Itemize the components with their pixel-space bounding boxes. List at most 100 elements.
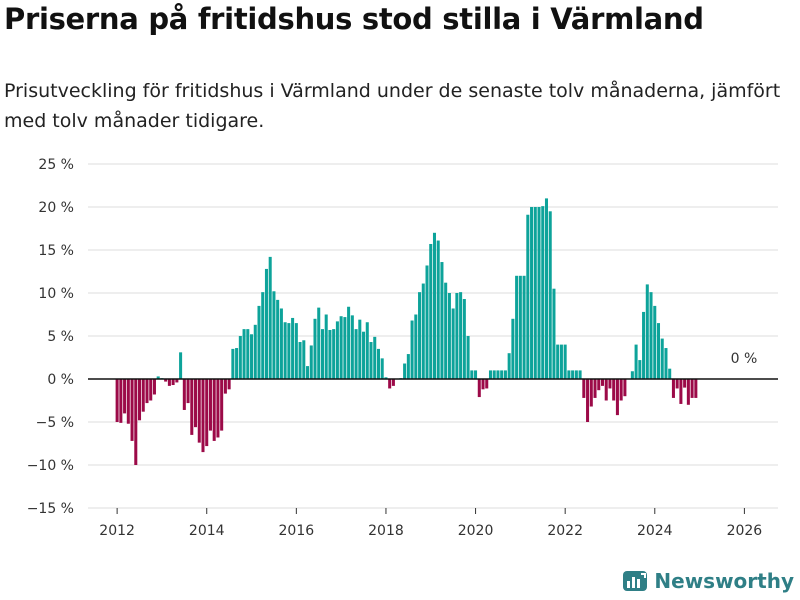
bar [317, 307, 321, 379]
bars [115, 198, 698, 465]
bar [462, 299, 466, 379]
bar [470, 370, 474, 379]
chart-subtitle: Prisutveckling för fritidshus i Värmland… [4, 80, 781, 132]
bar [552, 288, 556, 379]
bar [642, 311, 646, 379]
bar [630, 371, 634, 379]
bar [291, 317, 295, 379]
bar [623, 379, 627, 397]
bar [541, 206, 545, 379]
bar [164, 379, 168, 382]
bar [384, 377, 388, 379]
bar [604, 379, 608, 401]
bar [548, 211, 552, 379]
bar [362, 331, 366, 379]
bar [220, 379, 224, 431]
bar [250, 334, 254, 379]
bar [272, 291, 276, 379]
bar [683, 379, 687, 388]
bar [567, 370, 571, 379]
bar [675, 379, 679, 389]
bar [485, 379, 489, 389]
latest-value-annotation: 0 % [731, 351, 758, 367]
bar [432, 232, 436, 379]
bar [612, 379, 616, 401]
bar [496, 370, 500, 379]
bar [294, 323, 298, 379]
bar [406, 354, 410, 379]
bar [511, 318, 515, 379]
bar [276, 299, 280, 379]
bar [309, 345, 313, 379]
bar [246, 329, 250, 379]
bar [179, 352, 183, 379]
bar [261, 292, 265, 379]
x-axis-labels: 2012 2014 2016 2018 2020 2022 2024 2026 [99, 508, 762, 539]
bar [123, 379, 127, 414]
bar [328, 329, 332, 379]
bar [533, 207, 537, 379]
bar [668, 368, 672, 379]
y-tick-label: 10 % [38, 286, 74, 302]
newsworthy-logo-icon [623, 571, 648, 591]
bar [306, 366, 310, 379]
bar [287, 323, 291, 379]
bar [208, 379, 212, 431]
bar [440, 262, 444, 379]
bar [238, 336, 242, 379]
bar [597, 379, 601, 391]
bar [571, 370, 575, 379]
bar [518, 275, 522, 379]
bar [347, 306, 351, 379]
bar [421, 283, 425, 379]
bar [653, 305, 657, 379]
y-tick-label: −5 % [36, 415, 74, 431]
bar [429, 243, 433, 379]
bar [335, 321, 339, 379]
bar [638, 360, 642, 379]
bar [492, 370, 496, 379]
bar [167, 379, 171, 386]
bar [298, 342, 302, 379]
bar [447, 293, 451, 379]
bar [253, 324, 257, 379]
bar [466, 336, 470, 379]
bar [474, 370, 478, 379]
bar [212, 379, 216, 441]
bar [686, 379, 690, 405]
bar [537, 207, 541, 379]
bar [216, 379, 220, 438]
bar [608, 379, 612, 389]
bar [574, 370, 578, 379]
bar [690, 379, 694, 398]
bar [231, 348, 235, 379]
bar [257, 305, 261, 379]
bar [391, 379, 395, 386]
bar [115, 379, 119, 422]
bar [451, 308, 455, 379]
bar [145, 379, 149, 404]
bar [235, 348, 239, 379]
x-tick-label: 2024 [637, 523, 673, 539]
bar [141, 379, 145, 412]
bar [190, 379, 194, 435]
bar [149, 379, 153, 401]
bar [279, 308, 283, 379]
bar [645, 284, 649, 379]
bar [563, 344, 567, 379]
bar [586, 379, 590, 422]
bar [343, 317, 347, 379]
bar [578, 370, 582, 379]
bar [444, 282, 448, 379]
bar [324, 314, 328, 379]
bar [425, 265, 429, 379]
bar [455, 293, 459, 379]
bar [332, 329, 336, 379]
bar [268, 256, 272, 379]
bar [119, 379, 123, 423]
bar [126, 379, 130, 424]
bar [488, 370, 492, 379]
bar [522, 275, 526, 379]
bar [283, 322, 287, 379]
